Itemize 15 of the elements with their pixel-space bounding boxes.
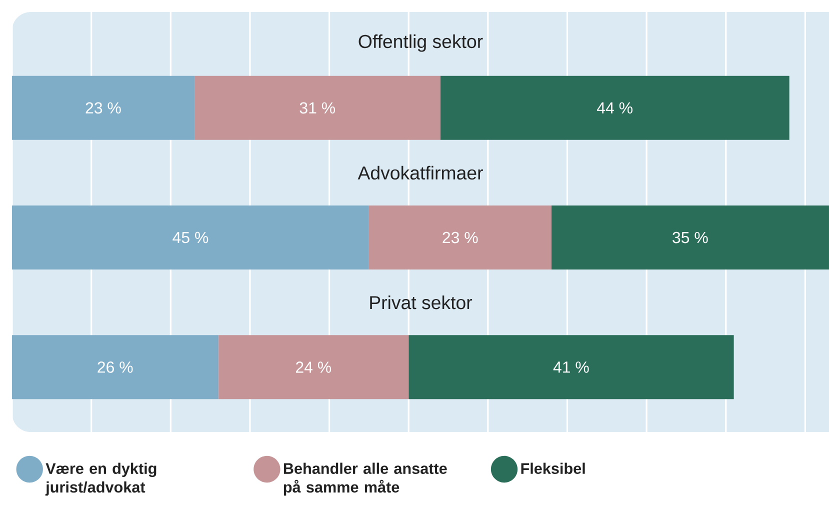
legend-label: Behandler alle ansatte på samme måte	[284, 462, 447, 496]
data-label: 23 %	[442, 232, 478, 244]
data-label: 23 %	[86, 102, 121, 114]
legend-label: Fleksibel	[521, 462, 585, 474]
y-tick-label: Privat sektor	[370, 296, 472, 310]
legend-label: Være en dyktig jurist/advokat	[45, 462, 156, 496]
data-label: 45 %	[172, 232, 208, 244]
data-label: 41 %	[553, 362, 589, 373]
data-label: 26 %	[98, 362, 133, 373]
y-tick-label: Advokatfirmaer	[358, 166, 483, 180]
data-label: 44 %	[596, 102, 632, 114]
data-label: 31 %	[300, 102, 336, 114]
y-tick-label: Offentlig sektor	[358, 34, 483, 52]
data-label: 35 %	[672, 232, 708, 244]
data-label: 24 %	[296, 362, 332, 373]
